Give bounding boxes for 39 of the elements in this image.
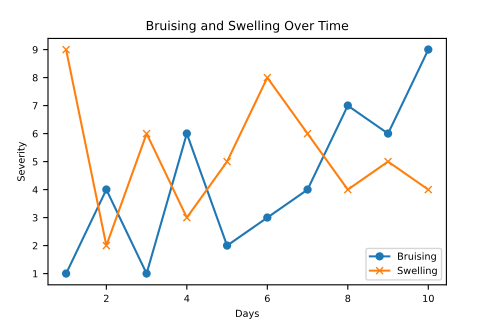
point: [344, 185, 352, 194]
point: [62, 45, 70, 54]
y-tick-label: 1: [33, 270, 38, 278]
point: [142, 129, 151, 138]
chart-title: Bruising and Swelling Over Time: [146, 20, 348, 33]
x-tick-label: 6: [264, 294, 270, 302]
y-tick-label: 4: [32, 186, 38, 194]
point: [182, 129, 192, 138]
point: [222, 241, 232, 250]
point: [424, 185, 432, 194]
y-axis-title: Severity: [17, 142, 27, 182]
point: [102, 241, 111, 250]
x-tick-label: 4: [184, 294, 190, 302]
y-tick-label: 2: [32, 242, 38, 250]
point: [182, 213, 192, 222]
legend-label: Bruising: [398, 252, 436, 262]
x-axis-title: Days: [236, 310, 259, 319]
x-tick-label: 2: [104, 294, 108, 302]
point: [142, 269, 151, 278]
point: [222, 157, 232, 166]
y-tick-label: 9: [32, 46, 38, 54]
y-tick-label: 8: [32, 74, 38, 82]
x-tick-label: 10: [423, 294, 434, 302]
y-tick-label: 3: [32, 214, 38, 222]
y-tick-label: 6: [32, 130, 38, 138]
point: [62, 269, 70, 278]
y-tick-label: 7: [32, 102, 38, 110]
point: [344, 101, 352, 110]
legend-label: Swelling: [398, 266, 437, 276]
point: [424, 45, 432, 54]
point: [384, 157, 392, 166]
point: [303, 129, 312, 138]
y-tick-label: 5: [32, 158, 38, 166]
point: [303, 185, 312, 194]
x-tick-label: 8: [345, 294, 350, 302]
point: [384, 129, 392, 138]
point: [263, 213, 272, 222]
point: [263, 73, 272, 82]
point: [102, 185, 111, 194]
